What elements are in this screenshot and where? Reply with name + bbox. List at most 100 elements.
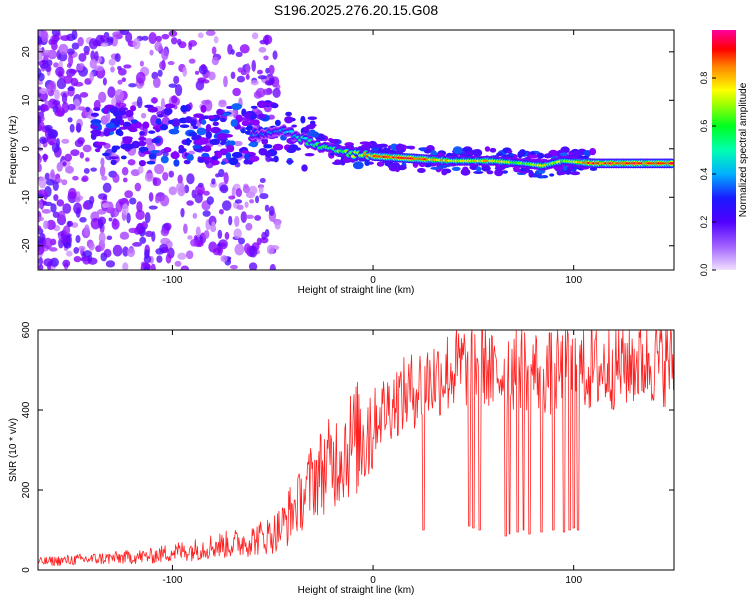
snr-panel: -100 0 100 0 200 400 600 Height of straight l… — [8, 321, 675, 596]
noise-blob — [218, 100, 227, 108]
band-blob — [192, 144, 202, 149]
noise-blob — [76, 64, 84, 71]
band-blob — [244, 152, 250, 161]
noise-blob — [38, 72, 45, 82]
noise-blob — [121, 203, 129, 216]
noise-blob — [168, 186, 178, 196]
band-blob — [228, 157, 239, 166]
noise-blob — [38, 243, 45, 256]
noise-blob — [188, 42, 193, 51]
band-blob — [202, 145, 212, 153]
noise-blob — [159, 243, 169, 253]
noise-blob — [38, 80, 44, 85]
band-blob — [536, 152, 545, 159]
band-blob — [248, 142, 257, 147]
band-blob — [494, 168, 504, 177]
noise-blob — [101, 175, 108, 181]
noise-blob — [64, 153, 73, 162]
noise-blob — [218, 208, 224, 215]
noise-blob — [83, 45, 90, 54]
noise-blob — [100, 157, 105, 167]
noise-blob — [205, 30, 216, 36]
noise-blob — [114, 53, 121, 63]
noise-blob — [105, 111, 111, 123]
band-blob — [250, 105, 258, 109]
band-blob — [205, 124, 212, 132]
noise-blob — [159, 60, 166, 70]
band-blob — [526, 169, 533, 173]
noise-blob — [154, 41, 163, 52]
noise-blob — [119, 30, 130, 36]
noise-blob — [63, 241, 72, 249]
noise-blob — [121, 77, 127, 83]
noise-blob — [62, 259, 71, 268]
noise-blob — [272, 87, 281, 98]
top-y-axis-label: Frequency (Hz) — [8, 116, 19, 185]
band-blob — [536, 175, 545, 179]
noise-blob — [110, 66, 115, 73]
noise-blob — [61, 92, 68, 104]
noise-blob — [220, 255, 228, 263]
noise-blob — [90, 167, 97, 172]
noise-blob — [160, 98, 166, 110]
snr-frame — [37, 329, 675, 571]
noise-blob — [122, 262, 129, 270]
noise-blob — [174, 260, 182, 267]
band-blob — [291, 124, 297, 128]
noise-blob — [157, 69, 163, 77]
noise-blob — [208, 71, 216, 81]
band-blob — [261, 137, 269, 145]
noise-blob — [223, 172, 229, 185]
band-blob — [163, 147, 172, 153]
noise-blob — [74, 139, 84, 148]
noise-blob — [72, 175, 79, 181]
band-blob — [120, 155, 127, 160]
band-blob — [163, 107, 173, 116]
band-blob — [462, 166, 469, 173]
noise-blob — [223, 75, 228, 88]
noise-blob — [38, 142, 42, 148]
noise-blob — [141, 35, 149, 41]
y-tick-label: 400 — [21, 401, 32, 418]
noise-blob — [41, 30, 49, 43]
noise-blob — [211, 178, 216, 185]
noise-blob — [46, 219, 56, 230]
noise-blob — [245, 73, 250, 80]
noise-blob — [61, 138, 70, 144]
noise-blob — [148, 32, 157, 44]
noise-blob — [195, 226, 201, 238]
noise-blob — [180, 207, 185, 218]
band-blob — [164, 103, 176, 109]
noise-blob — [81, 175, 89, 182]
noise-blob — [154, 196, 161, 204]
noise-blob — [38, 264, 44, 270]
band-blob — [245, 126, 254, 131]
band-blob — [122, 136, 133, 145]
band-blob — [376, 161, 385, 167]
noise-blob — [217, 245, 223, 256]
noise-blob — [63, 75, 73, 84]
band-blob — [304, 152, 315, 157]
noise-blob — [257, 75, 267, 80]
band-blob — [543, 153, 553, 159]
band-blob — [241, 150, 250, 155]
band-blob — [506, 149, 513, 154]
noise-blob — [161, 48, 169, 61]
noise-blob — [264, 80, 274, 86]
noise-blob — [114, 89, 124, 101]
noise-blob — [50, 203, 57, 213]
band-blob — [286, 160, 294, 164]
band-blob — [270, 102, 279, 109]
noise-blob — [56, 178, 63, 183]
noise-blob — [66, 250, 73, 257]
band-blob — [139, 131, 146, 136]
bottom-y-axis-label: SNR (10 * v/v) — [8, 418, 19, 482]
band-blob — [257, 113, 266, 119]
band-blob — [124, 143, 135, 150]
band-blob — [211, 159, 220, 166]
noise-blob — [53, 62, 59, 68]
band-blob — [461, 147, 473, 152]
noise-blob — [47, 129, 58, 139]
noise-blob — [182, 266, 187, 270]
